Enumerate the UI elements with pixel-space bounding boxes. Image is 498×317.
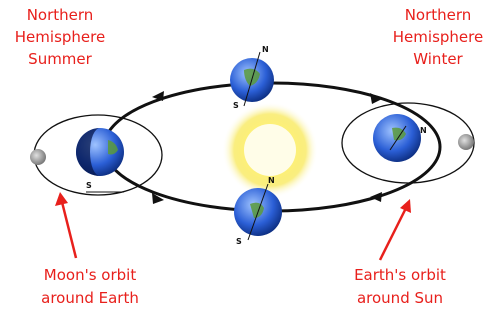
label: Moon's orbit [44,266,137,284]
sun [244,124,296,176]
pole-label: N [420,126,427,135]
pole-label: S [233,101,239,110]
pole-label: S [86,181,92,190]
label: Earth's orbit [354,266,446,284]
label: Hemisphere [15,28,105,46]
seasons-diagram: S N S N N S Northern Hemisphere Summer N… [0,0,498,317]
pole-label: S [236,237,242,246]
moon [458,134,474,150]
moon [30,149,46,165]
label: Northern [27,6,94,24]
pole-label: N [268,176,275,185]
orbit-arrow [370,192,382,202]
label: Winter [413,50,463,68]
orbit-arrow [370,93,382,104]
label: around Sun [357,289,443,307]
label: Hemisphere [393,28,483,46]
label: Summer [28,50,92,68]
label: Northern [405,6,472,24]
pole-label: N [262,45,269,54]
label: around Earth [41,289,139,307]
